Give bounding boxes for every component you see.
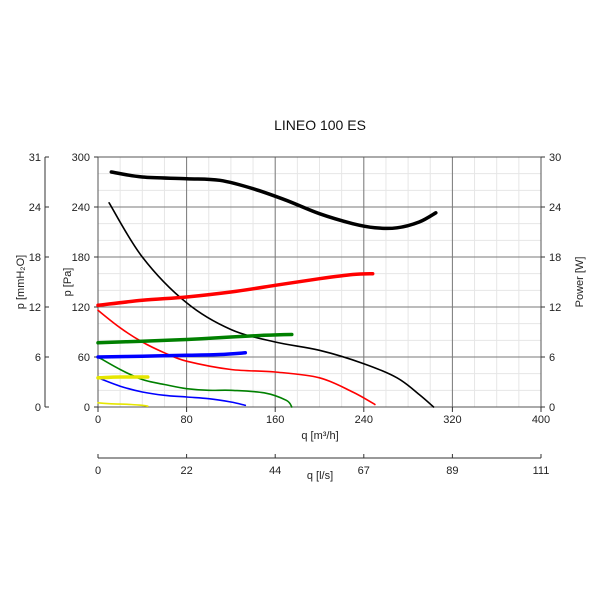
series-line-power-7 [96, 332, 294, 345]
y-outer-tick-label: 6 [35, 352, 41, 364]
y-tick-label: 180 [72, 252, 90, 264]
x-tick-label: 320 [443, 414, 461, 426]
y-tick-label: 60 [78, 352, 90, 364]
series-group [96, 170, 438, 408]
series-line-pressure-0 [108, 202, 435, 408]
y-tick-label: 0 [84, 402, 90, 414]
series-line-pressure-2 [97, 356, 293, 408]
series-line-power-9 [96, 375, 150, 380]
y-tick-label: 120 [72, 302, 90, 314]
series-line-power-5 [109, 170, 438, 231]
x2-axis-label: q [l/s] [307, 470, 333, 482]
y-tick-label: 240 [72, 202, 90, 214]
grid [97, 156, 542, 408]
y-outer-tick-label: 18 [29, 252, 41, 264]
x-tick-label: 80 [180, 414, 192, 426]
x2-tick-label: 0 [95, 465, 101, 477]
x2-tick-label: 111 [533, 465, 550, 477]
x-tick-label: 400 [532, 414, 550, 426]
y-right-tick-label: 0 [549, 402, 555, 414]
y-right-tick-label: 12 [549, 302, 561, 314]
y-axis-label: p [Pa] [62, 268, 74, 297]
series-line-pressure-3 [97, 377, 247, 407]
y-outer-tick-label: 0 [35, 402, 41, 414]
chart-title: LINEO 100 ES [274, 117, 366, 133]
y-right-tick-label: 30 [549, 152, 561, 164]
y-outer-tick-label: 12 [29, 302, 41, 314]
series-line-pressure-4 [97, 402, 149, 407]
x2-tick-label: 67 [358, 465, 370, 477]
x-tick-label: 160 [266, 414, 284, 426]
series-line-power-6 [96, 271, 375, 308]
y-right-axis-label: Power [W] [574, 257, 586, 308]
x-axis-label: q [m³/h] [301, 430, 338, 442]
x2-tick-label: 22 [180, 465, 192, 477]
x2-tick-label: 89 [446, 465, 458, 477]
x-tick-label: 240 [355, 414, 373, 426]
y-outer-tick-label: 24 [29, 202, 41, 214]
y-outer-axis-label: p [mmH₂O] [15, 255, 27, 309]
y-outer-tick-label: 31 [29, 152, 41, 164]
y-right-tick-label: 24 [549, 202, 561, 214]
y-right-tick-label: 6 [549, 352, 555, 364]
x-tick-label: 0 [95, 414, 101, 426]
y-right-tick-label: 18 [549, 252, 561, 264]
series-line-power-8 [96, 351, 248, 359]
plot-frame [97, 156, 542, 408]
x2-tick-label: 44 [269, 465, 281, 477]
series-line-pressure-1 [97, 309, 376, 406]
y-tick-label: 300 [72, 152, 90, 164]
